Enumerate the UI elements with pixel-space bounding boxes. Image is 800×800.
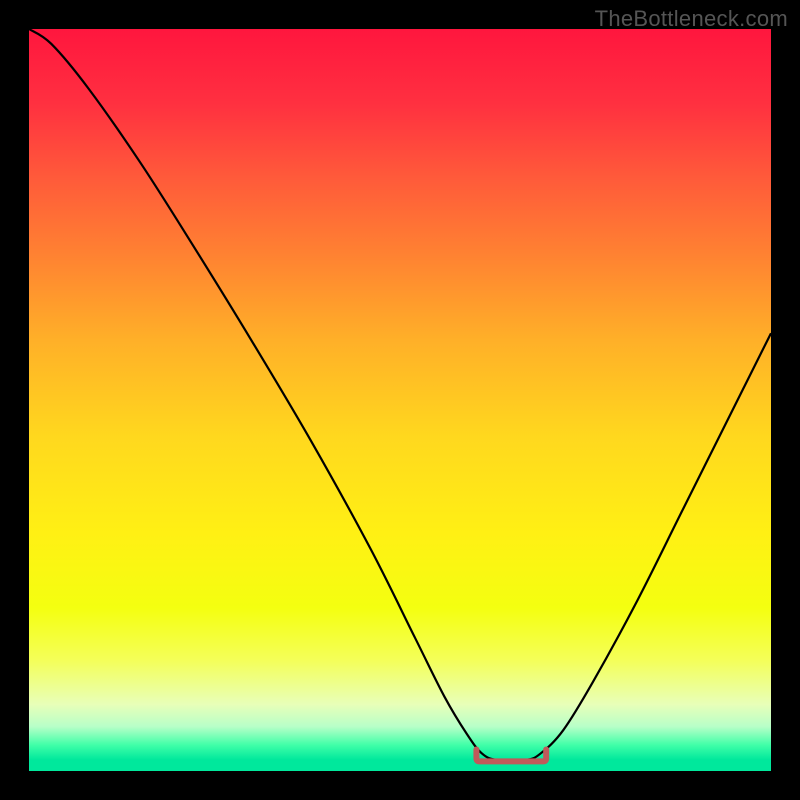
plot-background xyxy=(29,29,771,771)
bottleneck-chart: TheBottleneck.com xyxy=(0,0,800,800)
watermark-text: TheBottleneck.com xyxy=(595,6,788,32)
chart-svg xyxy=(0,0,800,800)
